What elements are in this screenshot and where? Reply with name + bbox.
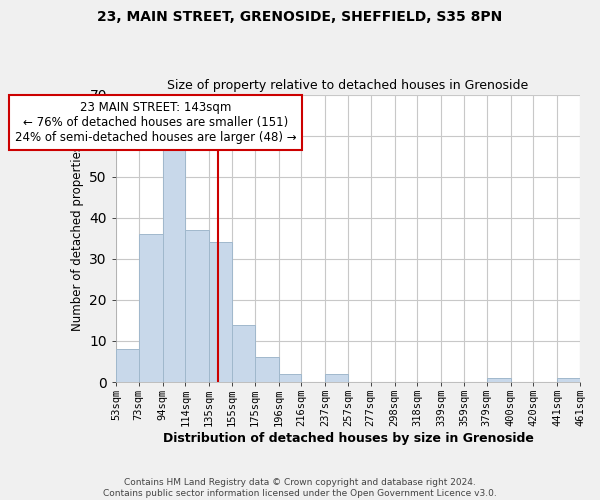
Bar [209,242,232,382]
Bar [487,378,511,382]
Bar [325,374,348,382]
X-axis label: Distribution of detached houses by size in Grenoside: Distribution of detached houses by size … [163,432,533,445]
Bar [163,144,185,382]
Text: 23, MAIN STREET, GRENOSIDE, SHEFFIELD, S35 8PN: 23, MAIN STREET, GRENOSIDE, SHEFFIELD, S… [97,10,503,24]
Text: Contains HM Land Registry data © Crown copyright and database right 2024.
Contai: Contains HM Land Registry data © Crown c… [103,478,497,498]
Bar [557,378,580,382]
Bar [139,234,163,382]
Bar [278,374,301,382]
Title: Size of property relative to detached houses in Grenoside: Size of property relative to detached ho… [167,79,529,92]
Bar [232,324,254,382]
Y-axis label: Number of detached properties: Number of detached properties [71,146,84,332]
Bar [254,358,278,382]
Bar [185,230,209,382]
Bar [116,349,139,382]
Text: 23 MAIN STREET: 143sqm
← 76% of detached houses are smaller (151)
24% of semi-de: 23 MAIN STREET: 143sqm ← 76% of detached… [15,100,296,144]
